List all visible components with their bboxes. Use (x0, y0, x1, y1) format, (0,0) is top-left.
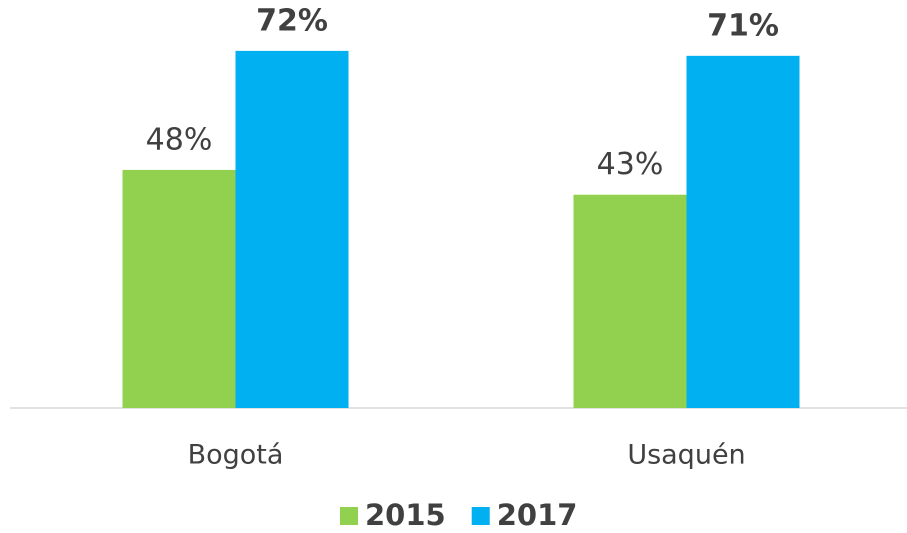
value-label: 72% (256, 3, 328, 38)
bar (573, 194, 687, 408)
x-tick-label: Bogotá (188, 440, 284, 471)
legend-swatch (471, 507, 490, 525)
value-label: 71% (707, 8, 779, 43)
bar (235, 50, 349, 408)
value-label: 48% (146, 122, 213, 157)
value-label: 43% (597, 147, 664, 182)
legend-label: 2017 (497, 498, 578, 532)
bar (122, 169, 236, 408)
legend-label: 2015 (365, 498, 446, 532)
bar (686, 55, 800, 409)
x-tick-label: Usaquén (627, 440, 745, 471)
legend-swatch (340, 507, 358, 525)
